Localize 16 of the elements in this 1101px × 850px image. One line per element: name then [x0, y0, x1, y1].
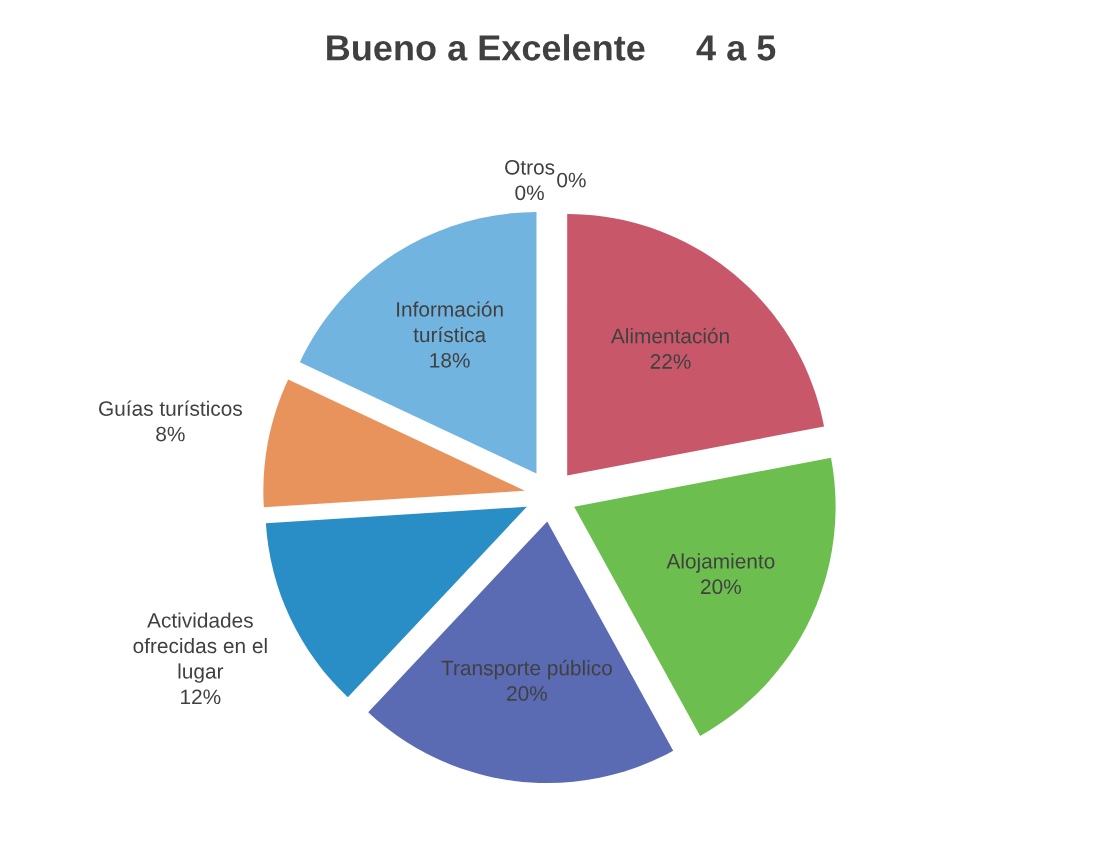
slice-label: Transporte público [441, 659, 612, 680]
slice-label: Información turística [397, 301, 503, 343]
data-label: 20% [701, 579, 741, 595]
data-label: 12% [181, 689, 221, 705]
slice-label: Alimentación [610, 327, 729, 344]
chart-title: Bueno a Excelente 4 a 5 [327, 34, 776, 61]
data-label: 20% [507, 686, 548, 701]
text: 0% [557, 172, 586, 188]
slice-label: Guías turísticos [99, 400, 242, 416]
slice-label: Alojamiento [666, 553, 775, 573]
text: 0% [515, 185, 544, 201]
data-label: 8% [156, 426, 185, 442]
data-label: 22% [650, 354, 691, 369]
category-label: Otros [505, 159, 555, 175]
slice-label: Actividades ofrecidas en el lugar [133, 612, 267, 683]
data-label: 18% [430, 352, 470, 368]
